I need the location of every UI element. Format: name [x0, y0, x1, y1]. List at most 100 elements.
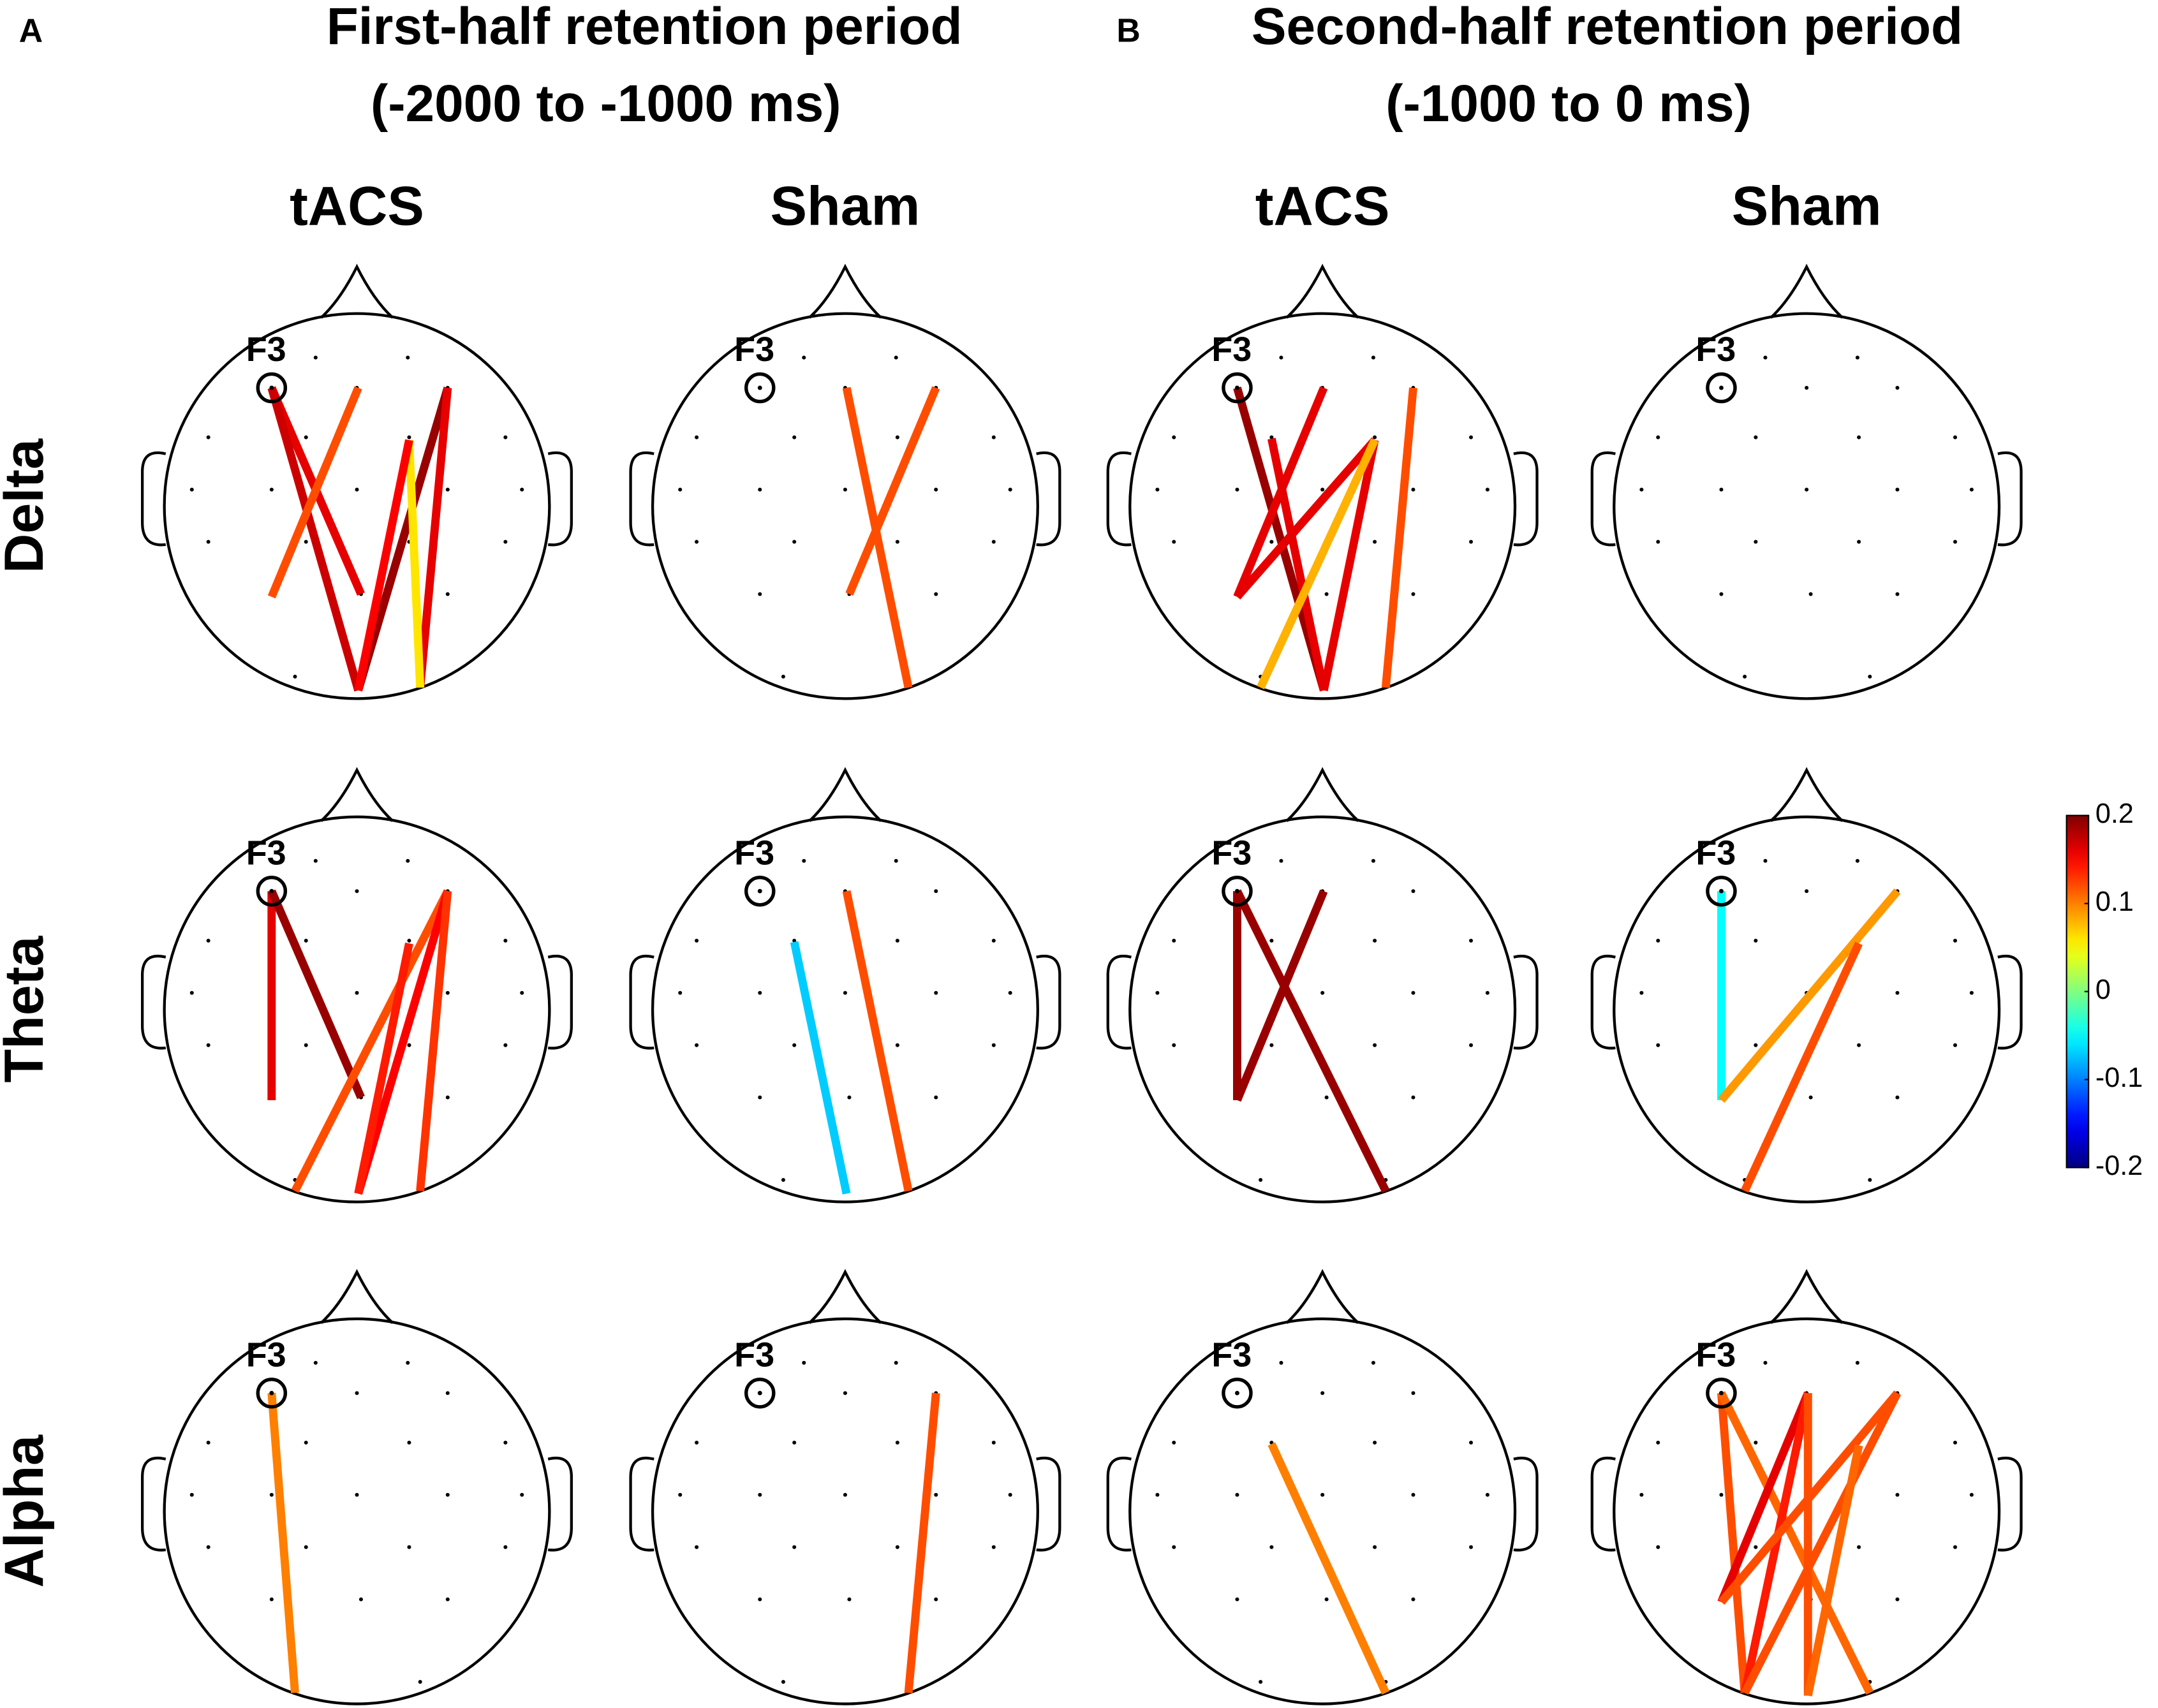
electrode — [1855, 1360, 1859, 1365]
electrode — [802, 1360, 806, 1365]
electrode — [1411, 487, 1415, 492]
electrode — [189, 990, 194, 995]
connection — [1233, 889, 1328, 1102]
connection — [842, 890, 913, 1192]
electrode — [407, 1545, 411, 1549]
electrode — [1008, 1492, 1012, 1497]
electrode — [355, 990, 359, 995]
electrode — [1411, 990, 1415, 995]
nose — [1285, 263, 1359, 319]
colorbar-tick-label: -0.1 — [2095, 1063, 2143, 1093]
colorbar-tick-label: -0.2 — [2095, 1151, 2143, 1181]
nose — [320, 1269, 394, 1324]
electrode-label: F3 — [1211, 834, 1252, 872]
ear — [547, 1456, 573, 1552]
electrode — [1857, 1043, 1861, 1047]
electrode — [1754, 1043, 1758, 1047]
electrode — [1279, 355, 1283, 360]
electrode-label: F3 — [734, 834, 774, 872]
ear — [629, 1456, 654, 1552]
ear — [140, 1456, 166, 1552]
electrode — [1172, 435, 1176, 439]
ear — [629, 451, 654, 547]
electrode — [1373, 1440, 1377, 1445]
electrode — [503, 938, 508, 943]
electrode — [355, 487, 359, 492]
ear — [629, 954, 654, 1050]
connection — [1718, 888, 1901, 1103]
ear — [1106, 451, 1132, 547]
head-plot: F3 — [140, 1269, 573, 1705]
electrode — [1259, 1680, 1263, 1684]
nose — [808, 263, 882, 319]
electrode — [1235, 1597, 1239, 1601]
electrode — [1656, 938, 1660, 943]
electrode — [304, 938, 308, 943]
electrode-label: F3 — [1696, 330, 1736, 369]
electrode — [934, 990, 938, 995]
electrode — [678, 990, 683, 995]
seed-electrode — [256, 372, 288, 404]
head-plot: F3 — [629, 1269, 1061, 1705]
electrode — [445, 1597, 450, 1601]
connection — [1234, 437, 1378, 600]
electrode — [445, 487, 450, 492]
connection — [1741, 941, 1863, 1193]
electrode — [1855, 355, 1859, 360]
ear — [1590, 451, 1616, 547]
electrode — [792, 435, 797, 439]
electrode — [1008, 487, 1012, 492]
nose — [808, 767, 882, 822]
electrode — [1719, 1492, 1724, 1497]
electrode — [304, 540, 308, 544]
electrode — [895, 1440, 899, 1445]
electrode — [1373, 435, 1377, 439]
connection — [1717, 1391, 1874, 1695]
connection — [267, 386, 362, 599]
electrode — [1718, 385, 1724, 390]
electrode — [843, 990, 847, 995]
electrode — [1855, 858, 1859, 863]
electrode — [1485, 487, 1489, 492]
electrode — [792, 1043, 797, 1047]
electrode — [758, 1492, 762, 1497]
electrode — [206, 938, 211, 943]
electrode — [991, 1043, 996, 1047]
electrode — [1953, 938, 1958, 943]
electrode — [1235, 1390, 1239, 1395]
electrode — [269, 1492, 274, 1497]
electrode — [1808, 1095, 1813, 1100]
electrode — [792, 938, 797, 943]
electrode — [520, 990, 524, 995]
electrode — [934, 889, 938, 894]
head — [651, 312, 1039, 700]
connection — [416, 890, 452, 1191]
electrode — [1953, 1440, 1958, 1445]
nose — [320, 767, 394, 822]
band-label: Alpha — [0, 1434, 55, 1588]
electrode — [1485, 1492, 1489, 1497]
nose — [808, 1269, 882, 1324]
electrode — [758, 592, 762, 596]
electrode — [1754, 1545, 1758, 1549]
electrode — [1373, 938, 1377, 943]
electrode — [1485, 990, 1489, 995]
electrode — [1754, 540, 1758, 544]
electrode — [407, 1440, 411, 1445]
electrode-label: F3 — [1211, 1336, 1252, 1374]
ear — [1997, 1456, 2023, 1552]
electrode — [406, 1360, 410, 1365]
electrode — [843, 487, 847, 492]
electrode — [355, 889, 359, 894]
head-plot: F3 — [140, 263, 573, 700]
ear — [140, 451, 166, 547]
electrode — [189, 487, 194, 492]
electrode — [1805, 487, 1809, 492]
seed-electrode — [744, 1377, 776, 1409]
electrode — [445, 1492, 450, 1497]
electrode — [1172, 1545, 1176, 1549]
electrode — [503, 1545, 508, 1549]
electrode — [445, 1095, 450, 1100]
period-range: (-1000 to 0 ms) — [1386, 75, 1752, 133]
